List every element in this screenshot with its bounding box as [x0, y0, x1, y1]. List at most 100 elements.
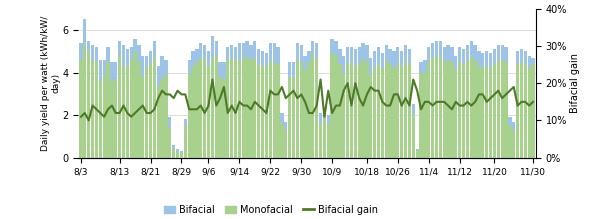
Bar: [415, 151, 419, 158]
Bar: [180, 154, 183, 158]
Bar: [412, 115, 415, 158]
Bar: [126, 49, 129, 158]
Bar: [489, 53, 492, 158]
Bar: [415, 149, 419, 158]
Bar: [145, 56, 148, 158]
Bar: [377, 64, 380, 158]
Bar: [126, 66, 129, 158]
Bar: [369, 75, 373, 158]
Bar: [385, 45, 388, 158]
Bar: [161, 79, 164, 158]
Bar: [110, 81, 114, 158]
Bar: [288, 62, 291, 158]
Bar: [350, 47, 353, 158]
Bar: [516, 51, 520, 158]
Bar: [257, 64, 260, 158]
Bar: [187, 75, 191, 158]
Bar: [439, 41, 442, 158]
Bar: [311, 41, 314, 158]
Bar: [412, 104, 415, 158]
Bar: [268, 62, 272, 158]
Bar: [114, 62, 117, 158]
Bar: [211, 36, 214, 158]
Bar: [504, 62, 507, 158]
Bar: [358, 64, 361, 158]
Bar: [83, 45, 87, 158]
Bar: [516, 64, 520, 158]
Bar: [504, 47, 507, 158]
Bar: [334, 56, 338, 158]
Bar: [219, 77, 222, 158]
Bar: [481, 68, 485, 158]
Bar: [203, 45, 206, 158]
Bar: [172, 149, 175, 158]
Bar: [396, 64, 400, 158]
Bar: [466, 45, 469, 158]
Bar: [485, 66, 488, 158]
Bar: [454, 56, 458, 158]
Bar: [435, 41, 438, 158]
Bar: [307, 62, 311, 158]
Bar: [172, 145, 175, 158]
Bar: [203, 58, 206, 158]
Bar: [99, 81, 102, 158]
Bar: [284, 130, 287, 158]
Bar: [369, 58, 373, 158]
Bar: [520, 62, 523, 158]
Bar: [187, 60, 191, 158]
Bar: [149, 51, 152, 158]
Bar: [234, 60, 237, 158]
Bar: [300, 45, 303, 158]
Bar: [83, 19, 87, 158]
Bar: [214, 56, 218, 158]
Bar: [87, 41, 90, 158]
Bar: [427, 47, 430, 158]
Bar: [423, 72, 427, 158]
Bar: [134, 51, 137, 158]
Bar: [346, 64, 349, 158]
Bar: [102, 75, 106, 158]
Bar: [129, 47, 133, 158]
Bar: [361, 58, 365, 158]
Bar: [276, 47, 280, 158]
Bar: [431, 43, 434, 158]
Bar: [524, 64, 527, 158]
Bar: [249, 60, 253, 158]
Bar: [134, 39, 137, 158]
Bar: [342, 56, 346, 158]
Bar: [107, 47, 110, 158]
Bar: [431, 58, 434, 158]
Bar: [184, 126, 187, 158]
Bar: [420, 72, 423, 158]
Bar: [315, 43, 318, 158]
Bar: [161, 56, 164, 158]
Bar: [253, 41, 256, 158]
Bar: [477, 51, 480, 158]
Bar: [319, 124, 322, 158]
Bar: [168, 117, 172, 158]
Bar: [230, 45, 234, 158]
Bar: [110, 62, 114, 158]
Bar: [512, 130, 515, 158]
Bar: [87, 51, 90, 158]
Bar: [303, 56, 307, 158]
Bar: [157, 66, 160, 158]
Bar: [327, 115, 330, 158]
Bar: [95, 62, 98, 158]
Bar: [508, 126, 512, 158]
Bar: [454, 71, 458, 158]
Bar: [137, 45, 141, 158]
Bar: [485, 51, 488, 158]
Bar: [195, 49, 199, 158]
Bar: [458, 47, 461, 158]
Bar: [489, 68, 492, 158]
Bar: [388, 49, 392, 158]
Bar: [99, 60, 102, 158]
Bar: [373, 51, 376, 158]
Bar: [481, 53, 485, 158]
Bar: [473, 45, 477, 158]
Bar: [473, 60, 477, 158]
Bar: [164, 60, 167, 158]
Bar: [273, 43, 276, 158]
Bar: [365, 45, 368, 158]
